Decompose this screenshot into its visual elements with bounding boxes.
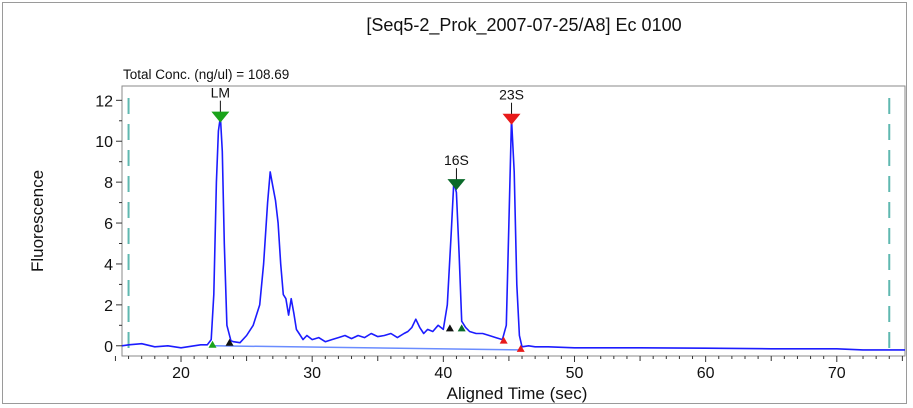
plot-area xyxy=(121,85,906,357)
peak-marker-0 xyxy=(211,111,230,123)
window-lines xyxy=(127,98,891,352)
chart-title: [Seq5-2_Prok_2007-07-25/A8] Ec 0100 xyxy=(366,15,681,36)
x-tick-label-30: 30 xyxy=(303,365,321,382)
x-tick-label-40: 40 xyxy=(434,365,452,382)
y-tick-label-4: 4 xyxy=(104,257,113,274)
data-layer xyxy=(121,115,905,351)
peak-marker-1 xyxy=(447,179,466,191)
peak-marker-2 xyxy=(502,113,521,125)
boundary-marker-4 xyxy=(499,336,508,344)
electropherogram-chart: [Seq5-2_Prok_2007-07-25/A8] Ec 0100 Tota… xyxy=(28,15,906,403)
fluorescence-trace xyxy=(121,115,905,351)
y-axis-label: Fluorescence xyxy=(28,170,47,272)
baseline-line xyxy=(213,345,521,351)
axis-ticks: 20 30 40 50 60 70 0 2 4 6 8 10 12 xyxy=(95,93,903,382)
boundary-marker-5 xyxy=(516,344,525,352)
peak-markers: LM 16S 23S xyxy=(208,85,525,352)
total-conc-annotation: Total Conc. (ng/ul) = 108.69 xyxy=(123,67,289,82)
y-tick-label-6: 6 xyxy=(104,216,113,233)
x-tick-label-50: 50 xyxy=(566,365,584,382)
y-tick-label-8: 8 xyxy=(104,175,113,192)
boundary-marker-0 xyxy=(208,340,217,348)
peak-label-2: 23S xyxy=(499,87,524,103)
chart-frame: [Seq5-2_Prok_2007-07-25/A8] Ec 0100 Tota… xyxy=(2,2,907,404)
y-tick-label-12: 12 xyxy=(95,93,113,110)
x-tick-label-70: 70 xyxy=(828,365,846,382)
x-tick-label-60: 60 xyxy=(697,365,715,382)
y-tick-label-0: 0 xyxy=(104,339,113,356)
boundary-marker-2 xyxy=(445,324,454,332)
peak-label-1: 16S xyxy=(444,152,469,168)
peak-label-0: LM xyxy=(211,85,230,101)
x-tick-label-20: 20 xyxy=(172,365,190,382)
y-tick-label-10: 10 xyxy=(95,134,113,151)
y-tick-label-2: 2 xyxy=(104,298,113,315)
x-axis-label: Aligned Time (sec) xyxy=(447,384,588,403)
boundary-marker-3 xyxy=(457,324,466,332)
boundary-marker-1 xyxy=(225,338,234,346)
